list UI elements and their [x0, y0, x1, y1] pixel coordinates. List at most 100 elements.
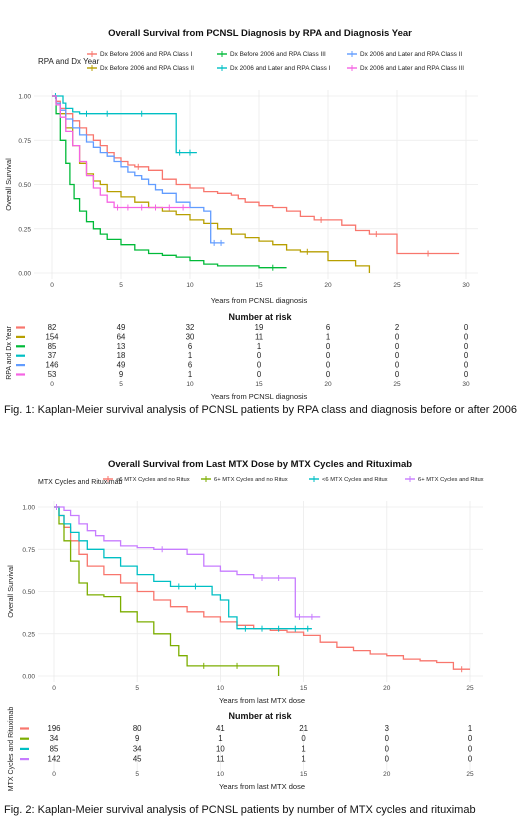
fig1-x-tick-label-4: 20 [324, 282, 332, 289]
fig2-risk-cell-3-4: 1 [301, 744, 305, 753]
fig2-series-line-1 [54, 506, 470, 670]
fig2-legend-label-3: <6 MTX Cycles and Ritux [322, 477, 388, 483]
fig1-risk-x-tick-label-2: 10 [186, 381, 194, 388]
fig2-risk-cell-1-1: 196 [47, 724, 60, 733]
fig2-risk-cell-2-1: 34 [50, 734, 59, 743]
fig1-risk-cell-3-1: 85 [48, 342, 57, 351]
fig1-risk-cell-4-3: 1 [188, 351, 192, 360]
fig1-risk-cell-4-6: 0 [395, 351, 400, 360]
fig1-risk-x-tick-label-3: 15 [255, 381, 263, 388]
fig1-y-axis-label: Overall Survival [4, 158, 13, 211]
fig2-risk-cell-3-3: 10 [216, 744, 225, 753]
fig2-risk-cell-1-5: 3 [385, 724, 389, 733]
fig1-risk-cell-4-5: 0 [326, 351, 331, 360]
fig1-series-line-4 [52, 95, 197, 154]
fig2-risk-x-tick-label-1: 5 [135, 771, 139, 778]
fig2-y-tick-label-1: 0.25 [22, 631, 35, 638]
fig1-risk-cell-2-3: 30 [186, 332, 195, 341]
fig2-risk-x-tick-label-4: 20 [383, 771, 391, 778]
fig1-risk-cell-6-7: 0 [464, 370, 469, 379]
fig2-risk-x-tick-label-5: 25 [466, 771, 474, 778]
fig1-x-axis-label: Years from PCNSL diagnosis [211, 296, 308, 305]
fig1-risk-cell-4-4: 0 [257, 351, 262, 360]
fig1-y-tick-label-4: 1.00 [18, 94, 31, 101]
fig1-risk-x-tick-label-4: 20 [324, 381, 332, 388]
fig1-legend-title: RPA and Dx Year [38, 57, 100, 66]
fig1-risk-x-tick-label-5: 25 [393, 381, 401, 388]
fig1-risk-cell-2-4: 11 [255, 332, 263, 341]
fig1-x-tick-label-3: 15 [255, 282, 263, 289]
fig1-risk-cell-6-3: 1 [188, 370, 192, 379]
fig2-legend-label-4: 6+ MTX Cycles and Ritux [418, 477, 484, 483]
fig1-legend-label-5: Dx 2006 and Later and RPA Class II [360, 51, 462, 58]
fig2-risk-cell-2-5: 0 [385, 734, 390, 743]
fig2-y-tick-label-3: 0.75 [22, 547, 35, 554]
fig1-risk-cell-5-1: 146 [45, 361, 58, 370]
fig2-risk-x-axis-label: Years from last MTX dose [219, 782, 305, 791]
fig2-y-tick-label-4: 1.00 [22, 505, 35, 512]
fig1-risk-cell-1-3: 32 [186, 323, 195, 332]
fig1-risk-cell-1-7: 0 [464, 323, 469, 332]
fig2-risk-cell-1-6: 1 [468, 724, 472, 733]
fig2-series-line-4 [54, 506, 321, 618]
fig1-risk-cell-3-6: 0 [395, 342, 400, 351]
fig1-x-tick-label-0: 0 [50, 282, 54, 289]
fig2-risk-cell-1-3: 41 [216, 724, 225, 733]
fig1-legend-label-3: Dx Before 2006 and RPA Class III [230, 51, 326, 58]
fig1-risk-cell-5-2: 49 [117, 361, 126, 370]
fig1-risk-cell-6-4: 0 [257, 370, 262, 379]
fig2-x-tick-label-2: 10 [217, 685, 225, 692]
fig1-x-tick-label-6: 30 [462, 282, 470, 289]
fig2-risk-cell-3-6: 0 [468, 744, 473, 753]
fig2-risk-cell-2-2: 9 [135, 734, 139, 743]
fig1-series-line-1 [52, 95, 460, 255]
fig2-risk-cell-1-2: 80 [133, 724, 142, 733]
fig2-risk-cell-4-4: 1 [301, 755, 305, 764]
fig1-series-line-5 [52, 95, 225, 244]
fig1-risk-cell-2-7: 0 [464, 332, 469, 341]
fig2-risk-cell-2-3: 1 [218, 734, 222, 743]
fig2-series-line-2 [54, 506, 280, 676]
fig1-risk-cell-3-4: 1 [257, 342, 261, 351]
fig1-legend-label-4: Dx 2006 and Later and RPA Class I [230, 65, 331, 72]
fig1-y-tick-label-1: 0.25 [18, 226, 31, 233]
fig2-x-tick-label-0: 0 [52, 685, 56, 692]
fig1-risk-x-tick-label-0: 0 [50, 381, 54, 388]
fig1-risk-cell-6-6: 0 [395, 370, 400, 379]
fig2-risk-cell-4-3: 11 [216, 755, 224, 764]
fig1-risk-cell-6-1: 53 [48, 370, 57, 379]
fig1-y-tick-label-0: 0.00 [18, 271, 31, 278]
fig2-chart-title: Overall Survival from Last MTX Dose by M… [108, 459, 412, 470]
fig2-risk-cell-2-4: 0 [301, 734, 306, 743]
fig2-x-tick-label-3: 15 [300, 685, 308, 692]
fig2-x-tick-label-5: 25 [466, 685, 474, 692]
fig1-risk-cell-1-1: 82 [48, 323, 57, 332]
fig2-risk-cell-4-2: 45 [133, 755, 142, 764]
fig1-risk-cell-1-2: 49 [117, 323, 126, 332]
fig1-risk-cell-3-2: 13 [117, 342, 126, 351]
fig1-y-tick-label-3: 0.75 [18, 138, 31, 145]
fig1-y-tick-label-2: 0.50 [18, 182, 31, 189]
fig1-risk-cell-3-3: 6 [188, 342, 192, 351]
fig2-y-tick-label-2: 0.50 [22, 589, 35, 596]
fig1-risk-table-title: Number at risk [228, 312, 292, 322]
fig1-risk-cell-3-7: 0 [464, 342, 469, 351]
fig1-risk-cell-4-2: 18 [117, 351, 126, 360]
fig1-risk-cell-5-5: 0 [326, 361, 331, 370]
fig1-risk-cell-2-1: 154 [45, 332, 59, 341]
fig1-x-tick-label-2: 10 [186, 282, 194, 289]
figure-1-caption: Fig. 1: Kaplan-Meier survival analysis o… [4, 404, 517, 416]
fig2-legend-label-1: <6 MTX Cycles and no Ritux [116, 477, 190, 483]
fig1-chart-title: Overall Survival from PCNSL Diagnosis by… [108, 28, 412, 39]
fig2-risk-x-tick-label-2: 10 [217, 771, 225, 778]
fig2-legend-title: MTX Cycles and Rituximab [38, 479, 123, 486]
fig1-x-tick-label-1: 5 [119, 282, 123, 289]
fig1-risk-cell-1-6: 2 [395, 323, 399, 332]
fig2-series-line-3 [54, 506, 312, 630]
fig1-risk-x-axis-label: Years from PCNSL diagnosis [211, 392, 308, 401]
fig1-risk-cell-6-2: 9 [119, 370, 123, 379]
fig1-x-tick-label-5: 25 [393, 282, 401, 289]
fig2-risk-y-axis-label: MTX Cycles and Rituximab [8, 707, 15, 792]
fig1-series-line-6 [52, 95, 190, 209]
fig1-risk-x-tick-label-1: 5 [119, 381, 123, 388]
